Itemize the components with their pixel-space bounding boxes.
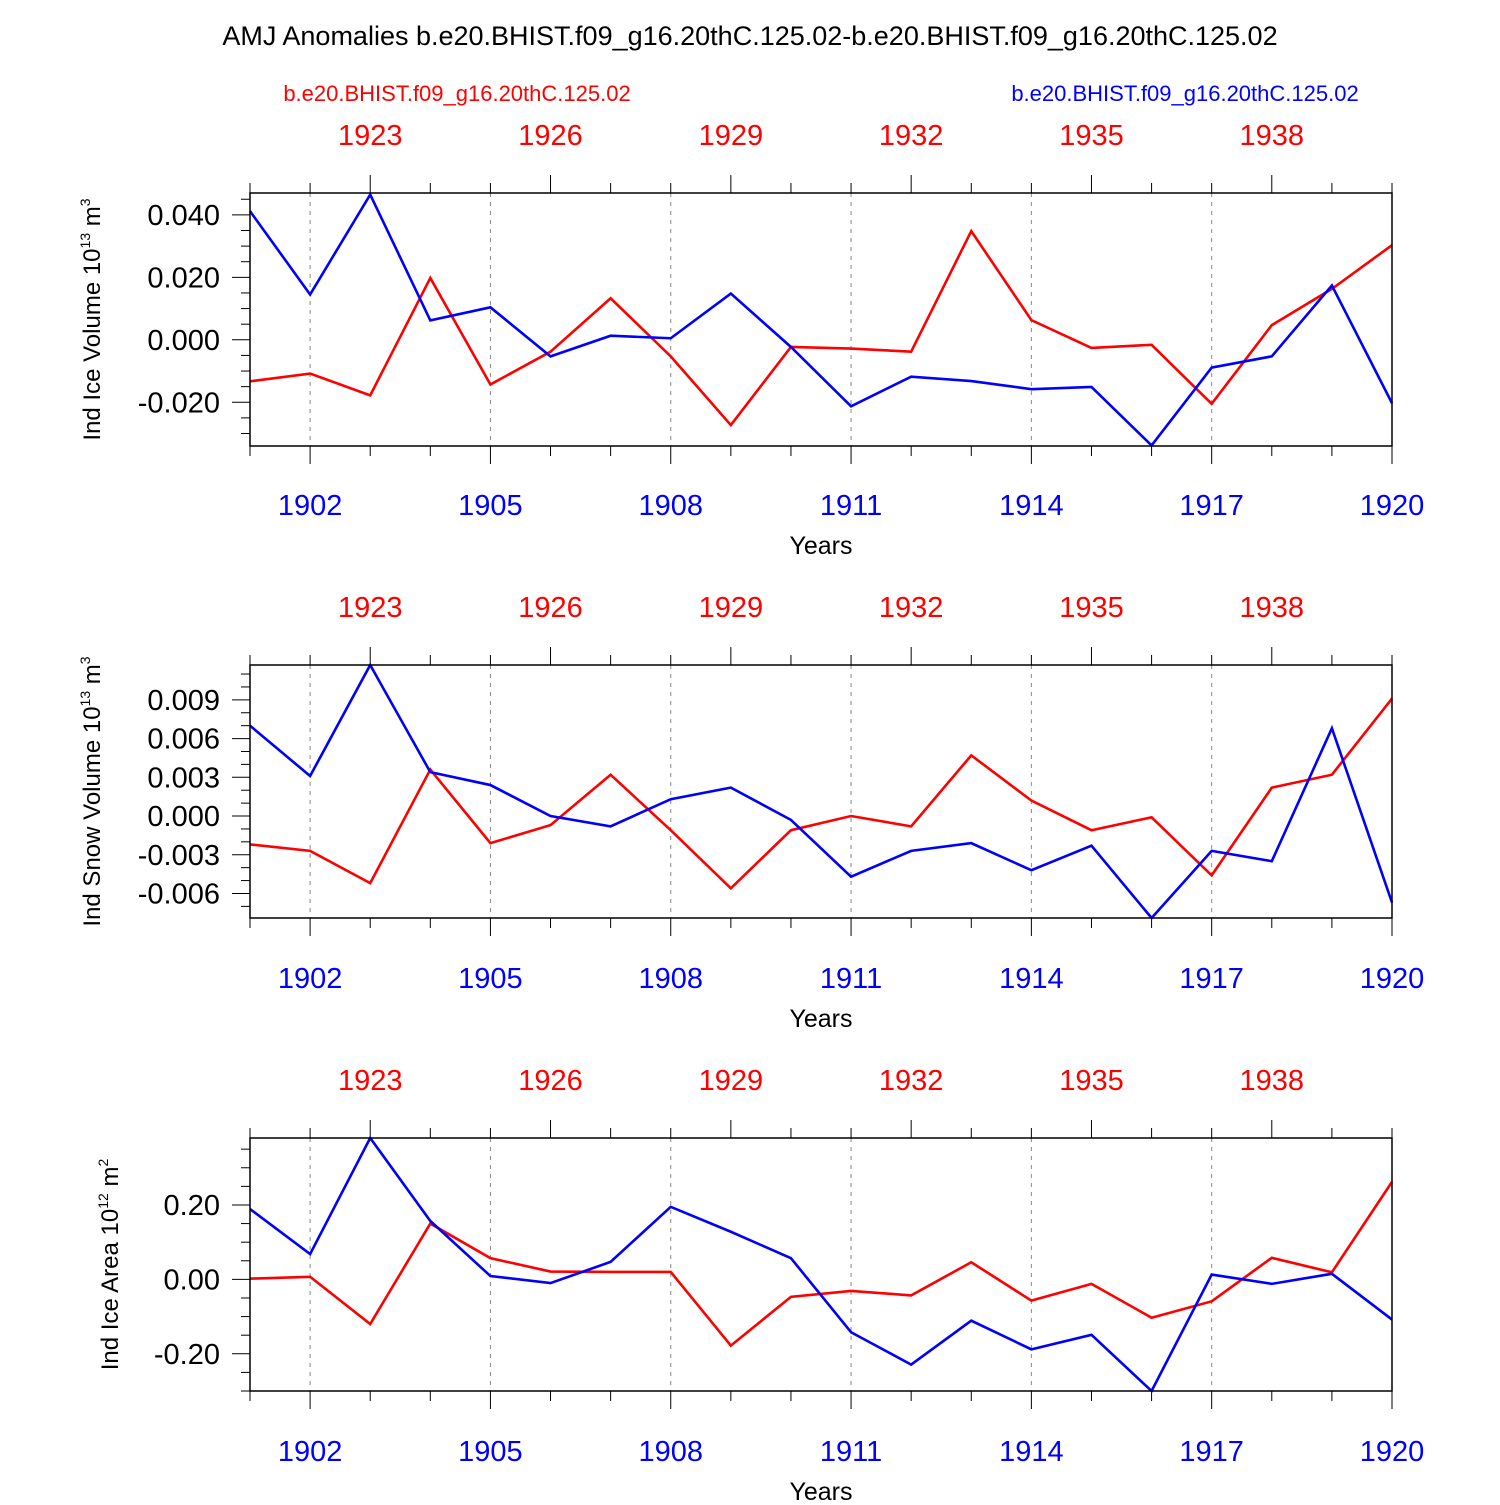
x-tick-label-top: 1938 [1240,120,1305,152]
x-tick-label-bottom: 1911 [820,1436,882,1468]
x-tick-label-top: 1938 [1240,592,1305,624]
x-tick-label-top: 1935 [1059,592,1124,624]
x-tick-label-bottom: 1908 [638,1436,703,1468]
y-tick-label: -0.020 [138,387,220,419]
x-tick-label-bottom: 1905 [458,490,523,522]
x-tick-label-top: 1923 [338,592,403,624]
y-axis-title-main: Ind Snow Volume 10 [79,706,106,926]
x-tick-label-bottom: 1911 [820,490,882,522]
x-tick-label-bottom: 1905 [458,1436,523,1468]
x-axis-title: Years [789,1478,852,1500]
x-tick-label-top: 1923 [338,1065,403,1097]
legend-label-red: b.e20.BHIST.f09_g16.20thC.125.02 [283,81,630,106]
chart-title: AMJ Anomalies b.e20.BHIST.f09_g16.20thC.… [222,21,1277,51]
y-tick-label: 0.009 [147,685,220,717]
x-tick-label-bottom: 1905 [458,963,523,995]
panel-2: 1902 1905 1908 1911 1914 1917 1920 1923 1926 1929… [77,592,1424,1033]
y-axis-title-unit: m [97,1167,124,1194]
x-tick-label-bottom: 1917 [1179,490,1244,522]
y-axis-title-unit-exponent: 3 [77,656,93,664]
plot-frame [249,1137,1393,1392]
y-tick-label: 0.003 [147,762,220,794]
x-tick-label-top: 1932 [879,1065,944,1097]
y-axis-title-exponent: 13 [77,691,93,707]
y-axis-title-exponent: 12 [95,1193,111,1209]
plot-frame [249,192,1393,447]
y-axis-title-unit: m [79,206,106,233]
x-tick-label-top: 1935 [1059,1065,1124,1097]
x-axis-title: Years [789,532,852,560]
y-tick-label: 0.00 [164,1264,220,1296]
y-axis-title-unit-exponent: 3 [77,198,93,206]
x-tick-label-top: 1929 [699,1065,764,1097]
x-tick-label-top: 1938 [1240,1065,1305,1097]
x-tick-label-top: 1923 [338,120,403,152]
x-tick-label-top: 1929 [699,592,764,624]
panel-3: 1902 1905 1908 1911 1914 1917 1920 1923 1926 1929… [95,1065,1425,1505]
x-tick-label-bottom: 1917 [1179,963,1244,995]
x-axis-title: Years [789,1005,852,1033]
x-tick-label-bottom: 1908 [638,490,703,522]
series-line-blue [248,191,1394,448]
y-axis-title: Ind Ice Area 1012 m2 [95,1159,124,1371]
y-tick-label: -0.20 [154,1339,220,1371]
x-tick-label-bottom: 1920 [1360,490,1425,522]
y-tick-label: 0.000 [147,801,220,833]
x-tick-label-bottom: 1920 [1360,963,1425,995]
x-tick-label-bottom: 1914 [999,490,1064,522]
series-line-blue [249,662,1394,920]
series-line-red [249,228,1393,428]
panel-1: 1902 1905 1908 1911 1914 1917 1920 1923 1926 1929… [77,120,1424,560]
x-tick-label-bottom: 1902 [278,490,343,522]
x-tick-label-bottom: 1917 [1179,1436,1244,1468]
series-line-blue [249,1135,1393,1394]
x-tick-label-bottom: 1911 [820,963,882,995]
y-tick-label: 0.040 [147,200,220,232]
x-tick-label-top: 1926 [518,592,583,624]
x-tick-label-top: 1932 [879,120,944,152]
y-axis-title-unit-exponent: 2 [95,1159,111,1167]
y-axis-title-main: Ind Ice Area 10 [97,1209,124,1370]
y-tick-label: -0.006 [138,878,220,910]
x-tick-label-bottom: 1914 [999,1436,1064,1468]
y-axis-title: Ind Ice Volume 1013 m3 [77,198,106,440]
y-axis-title-unit: m [79,664,106,691]
y-axis-title: Ind Snow Volume 1013 m3 [77,656,106,926]
x-tick-label-top: 1926 [518,120,583,152]
x-tick-label-bottom: 1914 [999,963,1064,995]
x-tick-label-bottom: 1908 [638,963,703,995]
y-tick-label: -0.003 [138,840,220,872]
x-tick-label-bottom: 1920 [1360,1436,1425,1468]
x-tick-label-bottom: 1902 [278,963,343,995]
y-tick-label: 0.000 [147,325,220,357]
y-tick-label: 0.20 [164,1190,220,1222]
x-tick-label-bottom: 1902 [278,1436,343,1468]
x-tick-label-top: 1926 [518,1065,583,1097]
y-tick-label: 0.006 [147,724,220,756]
series-line-red [249,697,1394,891]
y-axis-title-main: Ind Ice Volume 10 [79,248,106,440]
y-axis-title-exponent: 13 [77,233,93,249]
plot-frame [249,664,1393,919]
y-tick-label: 0.020 [147,262,220,294]
x-tick-label-top: 1935 [1059,120,1124,152]
x-tick-label-top: 1932 [879,592,944,624]
x-tick-label-top: 1929 [699,120,764,152]
legend-label-blue: b.e20.BHIST.f09_g16.20thC.125.02 [1011,81,1358,106]
